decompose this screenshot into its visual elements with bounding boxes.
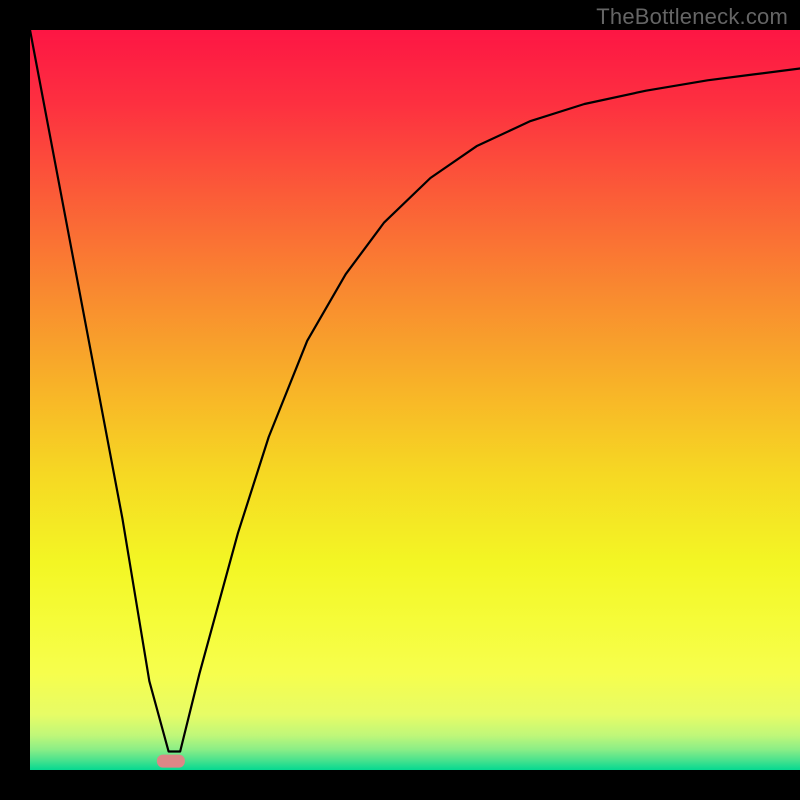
chart-overlay-svg — [0, 0, 800, 800]
chart-container: TheBottleneck.com — [0, 0, 800, 800]
bottleneck-curve — [30, 30, 800, 752]
optimum-marker — [157, 755, 185, 768]
